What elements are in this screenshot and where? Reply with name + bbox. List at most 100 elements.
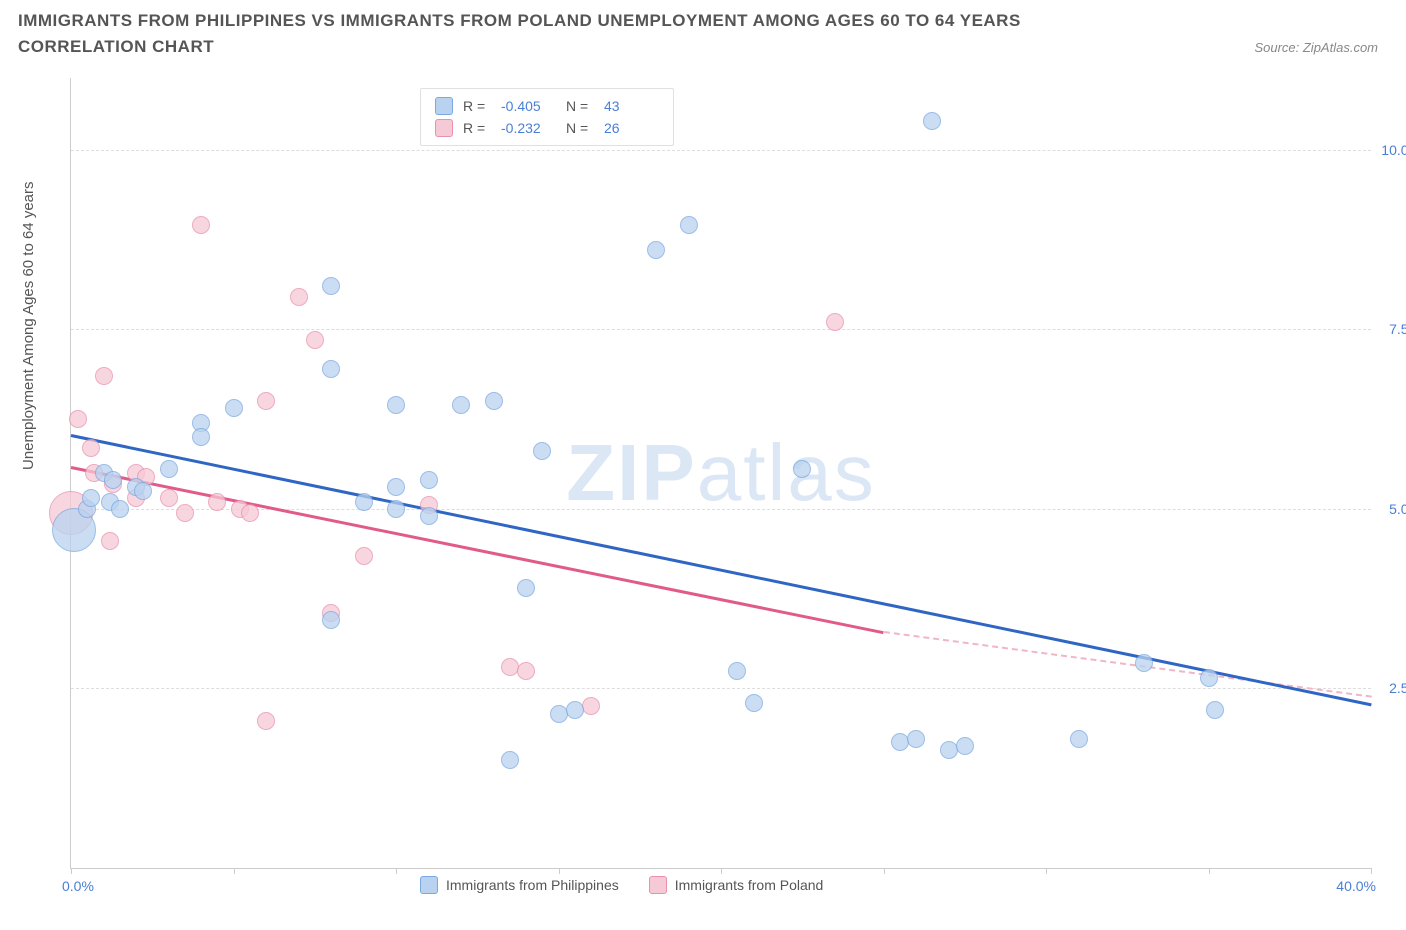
data-point-philippines (322, 611, 340, 629)
x-tick (721, 868, 722, 874)
watermark: ZIPatlas (566, 427, 875, 519)
n-value-poland: 26 (604, 120, 659, 136)
data-point-poland (241, 504, 259, 522)
data-point-philippines (728, 662, 746, 680)
data-point-poland (257, 712, 275, 730)
data-point-philippines (387, 478, 405, 496)
data-point-philippines (566, 701, 584, 719)
data-point-philippines (907, 730, 925, 748)
watermark-light: atlas (697, 428, 876, 517)
swatch-poland (435, 119, 453, 137)
data-point-poland (69, 410, 87, 428)
data-point-philippines (501, 751, 519, 769)
r-label: R = (463, 98, 491, 114)
chart-container: IMMIGRANTS FROM PHILIPPINES VS IMMIGRANT… (0, 0, 1406, 930)
swatch-philippines (435, 97, 453, 115)
data-point-philippines (160, 460, 178, 478)
y-axis-label: Unemployment Among Ages 60 to 64 years (20, 181, 37, 470)
legend-label: Immigrants from Poland (675, 877, 824, 893)
y-tick-label: 7.5% (1389, 321, 1406, 337)
data-point-poland (82, 439, 100, 457)
x-axis-label-max: 40.0% (1336, 878, 1376, 894)
n-label: N = (566, 98, 594, 114)
x-tick (396, 868, 397, 874)
data-point-philippines (322, 277, 340, 295)
data-point-philippines (940, 741, 958, 759)
data-point-poland (192, 216, 210, 234)
correlation-legend: R = -0.405 N = 43 R = -0.232 N = 26 (420, 88, 674, 146)
data-point-philippines (517, 579, 535, 597)
data-point-philippines (225, 399, 243, 417)
data-point-philippines (82, 489, 100, 507)
series-legend: Immigrants from Philippines Immigrants f… (420, 876, 823, 894)
r-value-philippines: -0.405 (501, 98, 556, 114)
data-point-poland (306, 331, 324, 349)
data-point-philippines (647, 241, 665, 259)
data-point-philippines (745, 694, 763, 712)
data-point-poland (101, 532, 119, 550)
gridline (71, 329, 1371, 330)
trend-line (71, 434, 1372, 706)
data-point-poland (160, 489, 178, 507)
n-label: N = (566, 120, 594, 136)
y-tick-label: 10.0% (1381, 142, 1406, 158)
data-point-philippines (387, 396, 405, 414)
gridline (71, 509, 1371, 510)
data-point-philippines (680, 216, 698, 234)
data-point-poland (257, 392, 275, 410)
data-point-philippines (134, 482, 152, 500)
data-point-philippines (452, 396, 470, 414)
data-point-poland (176, 504, 194, 522)
data-point-philippines (420, 507, 438, 525)
y-tick-label: 2.5% (1389, 680, 1406, 696)
data-point-poland (517, 662, 535, 680)
data-point-philippines (322, 360, 340, 378)
x-axis-label-min: 0.0% (62, 878, 94, 894)
data-point-poland (208, 493, 226, 511)
legend-item-philippines: Immigrants from Philippines (420, 876, 619, 894)
data-point-poland (290, 288, 308, 306)
data-point-philippines (420, 471, 438, 489)
data-point-poland (355, 547, 373, 565)
swatch-poland (649, 876, 667, 894)
swatch-philippines (420, 876, 438, 894)
r-label: R = (463, 120, 491, 136)
data-point-philippines (1200, 669, 1218, 687)
data-point-poland (826, 313, 844, 331)
data-point-philippines (793, 460, 811, 478)
data-point-philippines (111, 500, 129, 518)
data-point-philippines (1070, 730, 1088, 748)
x-tick (559, 868, 560, 874)
legend-item-poland: Immigrants from Poland (649, 876, 824, 894)
y-tick-label: 5.0% (1389, 501, 1406, 517)
data-point-philippines (355, 493, 373, 511)
x-tick (884, 868, 885, 874)
data-point-poland (582, 697, 600, 715)
source-credit: Source: ZipAtlas.com (1254, 40, 1378, 55)
data-point-philippines (104, 471, 122, 489)
data-point-philippines (1135, 654, 1153, 672)
data-point-philippines (923, 112, 941, 130)
data-point-philippines (192, 428, 210, 446)
x-tick (1371, 868, 1372, 874)
plot-area: ZIPatlas 2.5%5.0%7.5%10.0% (70, 78, 1371, 869)
gridline (71, 688, 1371, 689)
n-value-philippines: 43 (604, 98, 659, 114)
data-point-philippines (1206, 701, 1224, 719)
data-point-philippines (550, 705, 568, 723)
trend-line (71, 466, 884, 634)
r-value-poland: -0.232 (501, 120, 556, 136)
data-point-philippines (485, 392, 503, 410)
legend-row-philippines: R = -0.405 N = 43 (435, 95, 659, 117)
watermark-bold: ZIP (566, 428, 696, 517)
x-tick (234, 868, 235, 874)
data-point-poland (501, 658, 519, 676)
data-point-philippines (956, 737, 974, 755)
x-tick (1209, 868, 1210, 874)
data-point-philippines (387, 500, 405, 518)
x-tick (71, 868, 72, 874)
legend-label: Immigrants from Philippines (446, 877, 619, 893)
data-point-poland (95, 367, 113, 385)
legend-row-poland: R = -0.232 N = 26 (435, 117, 659, 139)
data-point-philippines (533, 442, 551, 460)
